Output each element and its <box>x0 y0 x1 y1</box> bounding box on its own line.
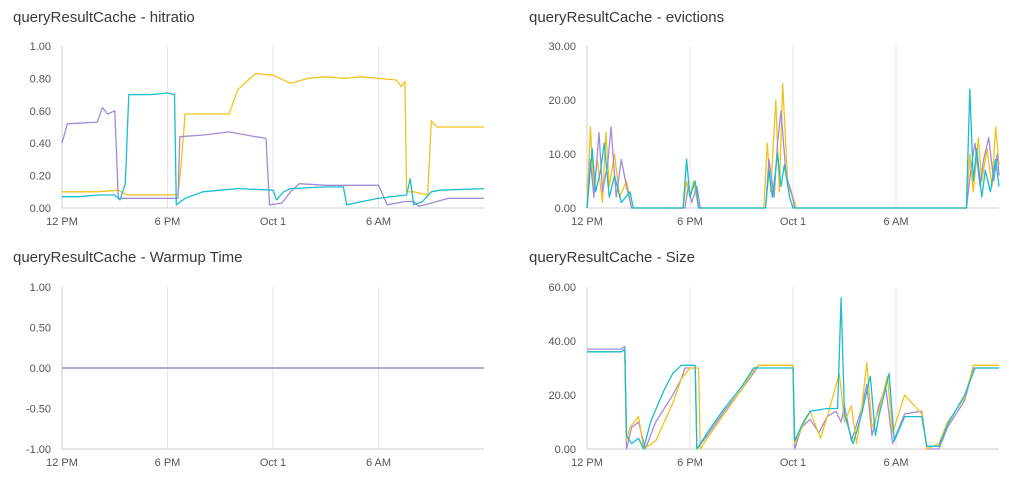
hitratio-series-purple-line <box>61 106 484 208</box>
evictions-panel: queryResultCache - evictions 0.00 10.00 20… <box>510 0 1020 240</box>
hitratio-y-tick-label: 0.60 <box>30 106 51 118</box>
size-title: queryResultCache - Size <box>529 249 695 266</box>
size-panel: queryResultCache - Size 0.00 20.00 40.00 60… <box>510 240 1020 481</box>
hitratio-panel: queryResultCache - hitratio 0.00 0.20 0.40… <box>0 0 510 240</box>
size-x-tick-label: 6 AM <box>883 457 908 469</box>
evictions-chart: 0.00 10.00 20.00 30.00 12 PM 6 PM Oct 1 6 AM <box>548 41 1000 228</box>
warmup-x-tick-label: 6 PM <box>155 457 181 469</box>
size-series-purple-line <box>587 345 999 450</box>
hitratio-y-tick-label: 0.00 <box>30 203 51 215</box>
evictions-x-tick-label: 6 AM <box>883 216 908 228</box>
evictions-x-tick-label: 6 PM <box>677 216 703 228</box>
evictions-y-tick-label: 20.00 <box>548 95 576 107</box>
size-y-tick-label: 60.00 <box>548 282 576 294</box>
evictions-y-tick-label: 10.00 <box>548 149 576 161</box>
size-series-cyan-line <box>587 297 999 450</box>
hitratio-y-tick-label: 0.20 <box>30 171 51 183</box>
warmup-y-tick-label: 0.50 <box>30 323 51 335</box>
warmup-panel: queryResultCache - Warmup Time -1.00 -0.5… <box>0 240 510 481</box>
evictions-title: queryResultCache - evictions <box>529 9 725 26</box>
evictions-x-tick-label: Oct 1 <box>780 216 806 228</box>
hitratio-y-tick-label: 1.00 <box>30 41 51 53</box>
warmup-chart: -1.00 -0.50 0.00 0.50 1.00 12 PM 6 PM Oct 1 6 AM <box>26 282 484 469</box>
warmup-y-tick-label: 0.00 <box>30 363 51 375</box>
hitratio-y-tick-label: 0.80 <box>30 73 51 85</box>
hitratio-y-tick-label: 0.40 <box>30 138 51 150</box>
size-x-tick-label: Oct 1 <box>780 457 806 469</box>
size-chart: 0.00 20.00 40.00 60.00 12 PM 6 PM Oct 1 6 AM <box>548 282 999 469</box>
size-y-tick-label: 0.00 <box>555 444 576 456</box>
warmup-y-tick-label: -1.00 <box>26 444 51 456</box>
size-x-tick-label: 6 PM <box>677 457 703 469</box>
hitratio-title: queryResultCache - hitratio <box>13 9 195 26</box>
hitratio-chart: 0.00 0.20 0.40 0.60 0.80 1.00 12 PM 6 PM Oct 1 6 … <box>30 41 485 228</box>
hitratio-x-tick-label: 6 AM <box>366 216 391 228</box>
warmup-title: queryResultCache - Warmup Time <box>13 249 243 266</box>
hitratio-x-tick-label: 6 PM <box>155 216 181 228</box>
hitratio-x-tick-label: Oct 1 <box>260 216 286 228</box>
size-x-tick-label: 12 PM <box>571 457 603 469</box>
warmup-x-tick-label: 12 PM <box>46 457 78 469</box>
evictions-y-tick-label: 0.00 <box>555 203 576 215</box>
warmup-x-tick-label: 6 AM <box>366 457 391 469</box>
hitratio-series-cyan-line <box>62 92 485 206</box>
size-series-yellow-line <box>587 348 999 450</box>
hitratio-x-tick-label: 12 PM <box>46 216 78 228</box>
size-y-tick-label: 20.00 <box>548 390 576 402</box>
evictions-series-cyan-line <box>586 88 1000 209</box>
evictions-x-tick-label: 12 PM <box>571 216 603 228</box>
evictions-y-tick-label: 30.00 <box>548 41 576 53</box>
warmup-y-tick-label: -0.50 <box>26 404 51 416</box>
warmup-x-tick-label: Oct 1 <box>260 457 286 469</box>
warmup-y-tick-label: 1.00 <box>30 282 51 294</box>
size-y-tick-label: 40.00 <box>548 336 576 348</box>
